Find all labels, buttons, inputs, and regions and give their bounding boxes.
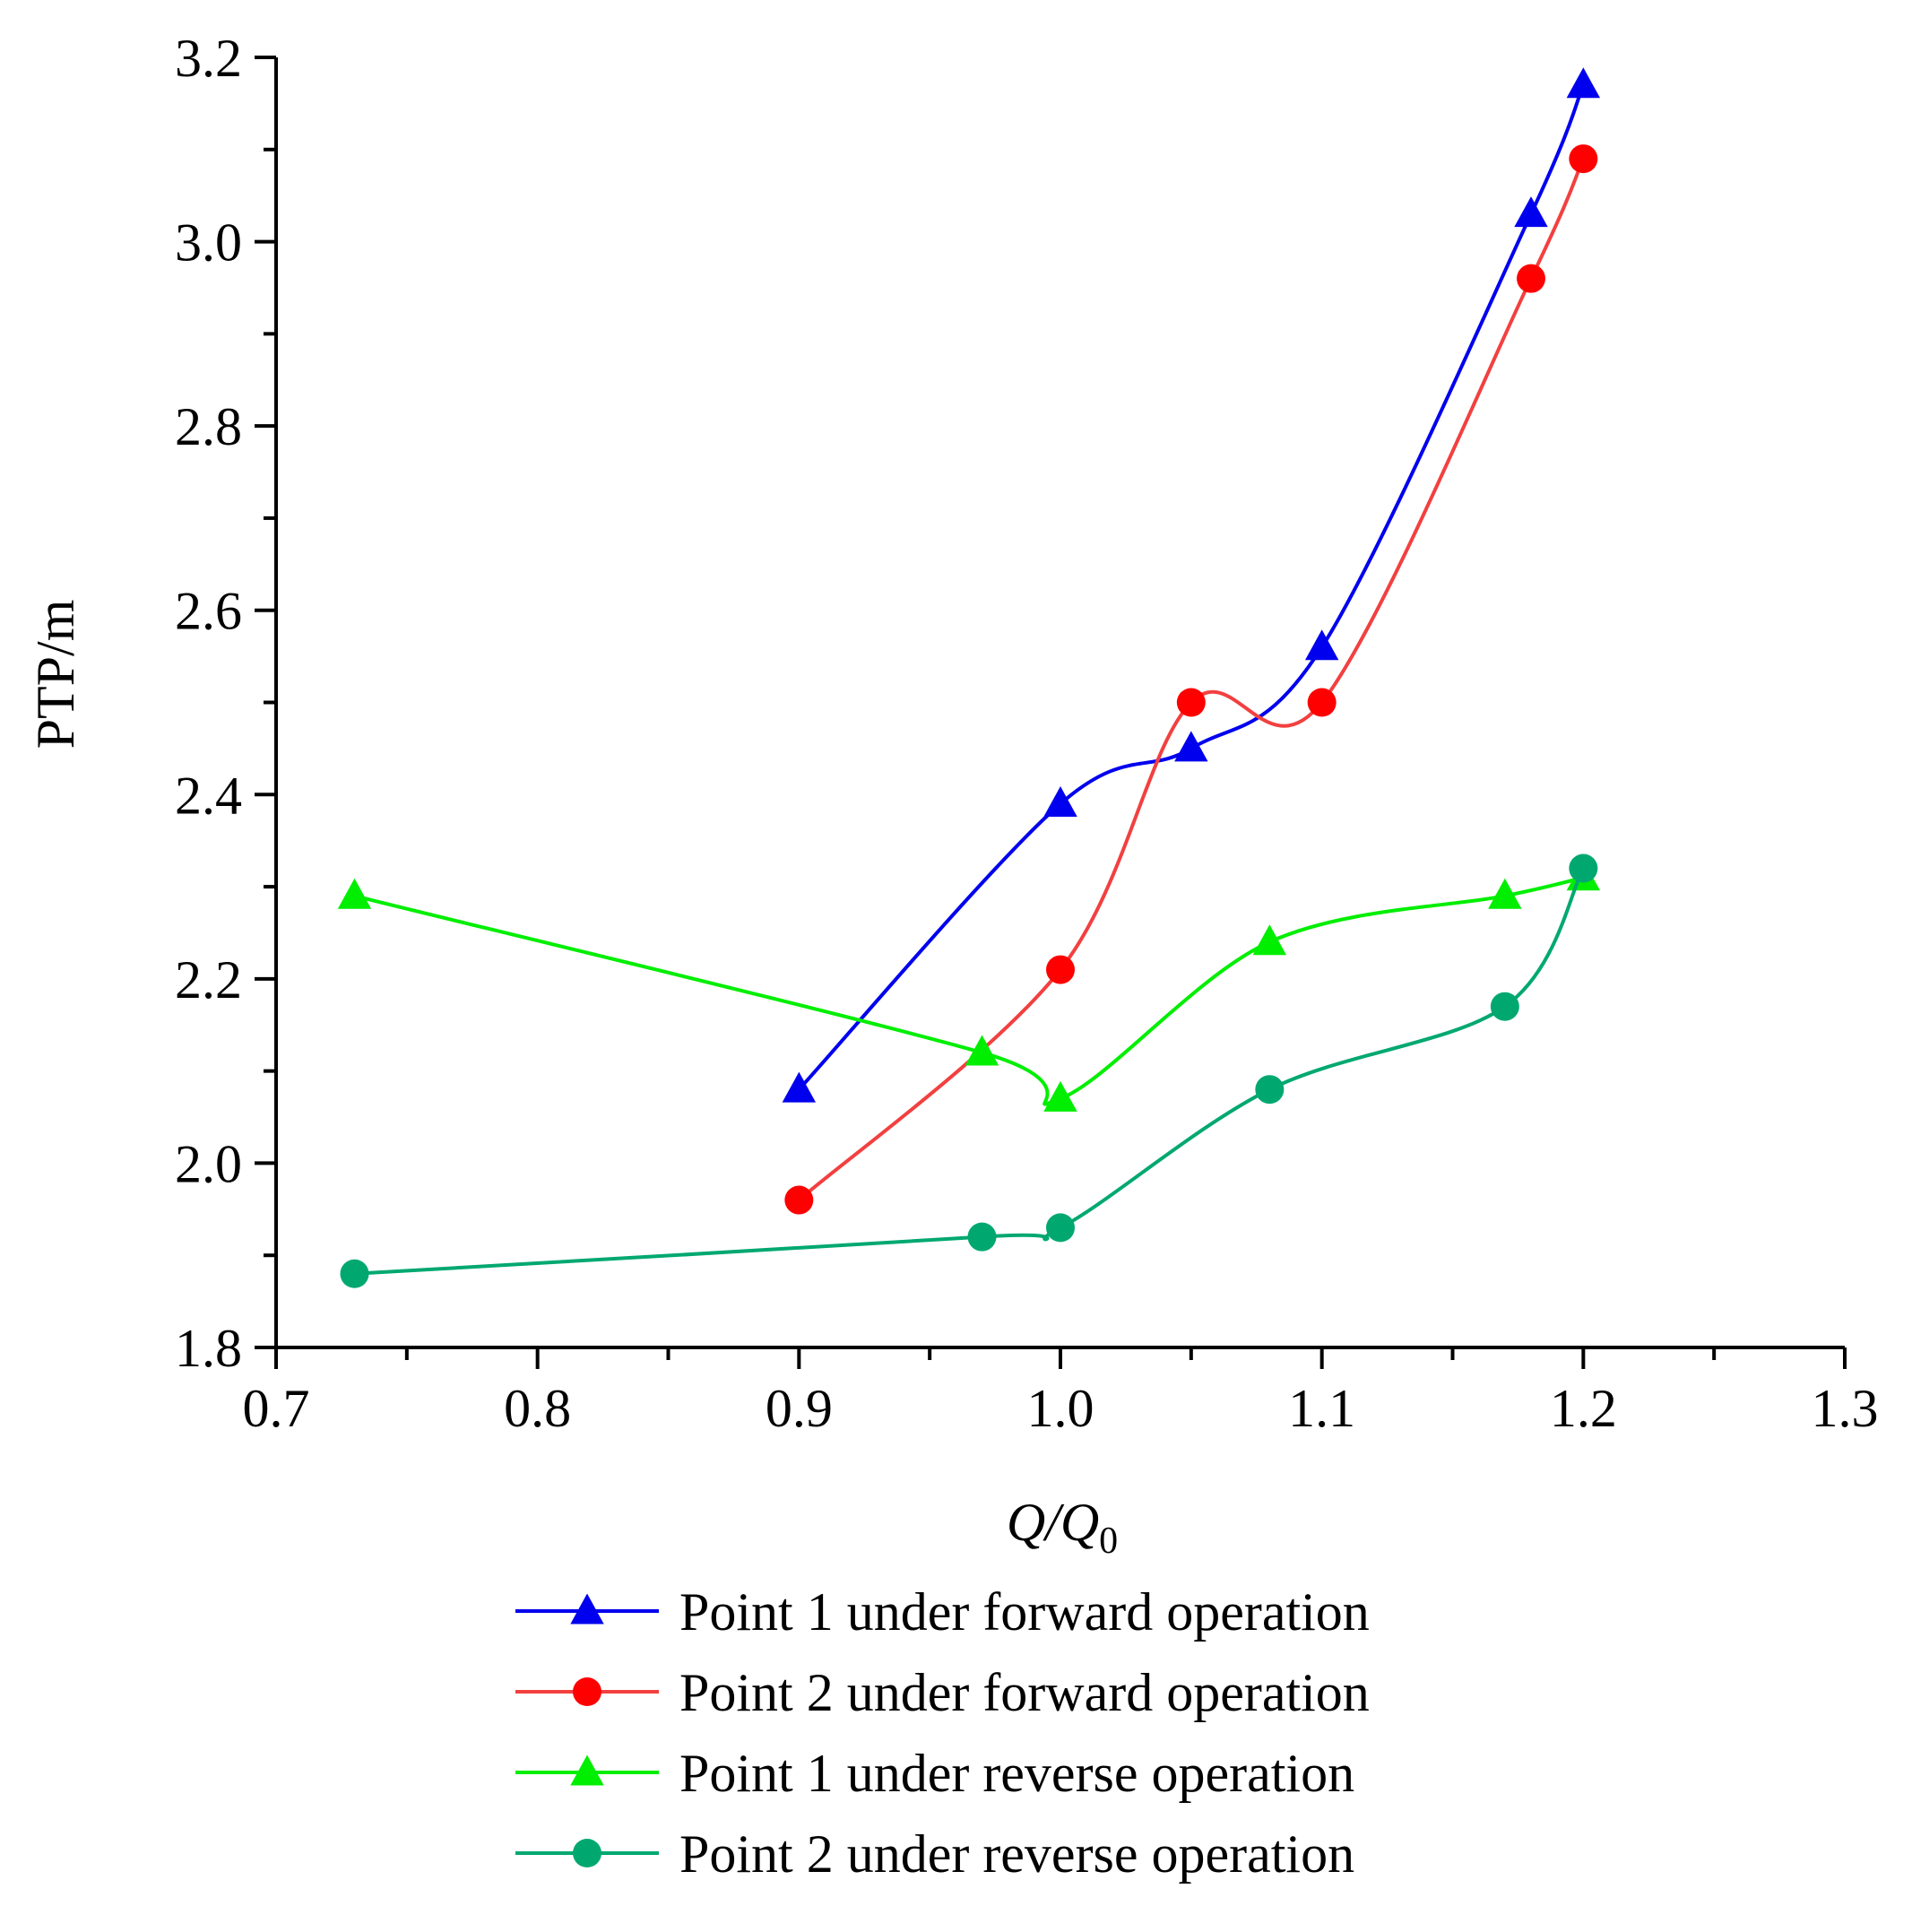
data-point xyxy=(1490,992,1519,1021)
x-axis-title: Q/Q0 xyxy=(1007,1493,1118,1562)
data-point xyxy=(1174,731,1208,762)
legend-marker xyxy=(573,1839,601,1867)
x-tick-label: 1.1 xyxy=(1288,1379,1355,1438)
series-4 xyxy=(340,853,1598,1288)
legend-marker xyxy=(570,1754,604,1786)
y-tick-label: 1.8 xyxy=(175,1319,242,1378)
series-2 xyxy=(784,144,1598,1215)
data-point xyxy=(784,1185,814,1215)
legend: Point 1 under forward operation Point 2 u… xyxy=(515,1582,1370,1884)
y-tick-label: 2.2 xyxy=(175,950,242,1009)
x-tick-label: 1.2 xyxy=(1550,1379,1617,1438)
data-point xyxy=(965,1035,999,1066)
legend-label: Point 2 under reverse operation xyxy=(679,1824,1354,1884)
data-point xyxy=(1514,196,1548,228)
data-point xyxy=(1046,1213,1075,1243)
y-tick-label: 3.2 xyxy=(175,29,242,88)
series-3 xyxy=(337,860,1601,1112)
legend-item: Point 2 under reverse operation xyxy=(515,1824,1354,1884)
data-point xyxy=(1304,629,1339,661)
data-point xyxy=(1569,853,1598,883)
series-line xyxy=(798,158,1586,1202)
data-point xyxy=(1517,264,1545,293)
data-point xyxy=(1176,688,1206,717)
y-tick-label: 2.0 xyxy=(175,1134,242,1193)
data-point xyxy=(337,878,372,909)
data-point xyxy=(1569,144,1598,174)
series-layer xyxy=(337,67,1601,1288)
data-point xyxy=(1307,688,1337,717)
x-tick-label: 0.9 xyxy=(766,1379,833,1438)
series-line xyxy=(797,84,1586,1091)
data-point xyxy=(340,1259,369,1288)
data-point xyxy=(1255,1075,1285,1105)
y-tick-label: 2.8 xyxy=(175,397,242,456)
x-tick-label: 0.8 xyxy=(504,1379,571,1438)
x-tick-label: 1.3 xyxy=(1812,1379,1879,1438)
data-point xyxy=(1566,67,1601,99)
data-point xyxy=(1488,878,1522,909)
legend-label: Point 2 under forward operation xyxy=(679,1663,1370,1722)
x-tick-label: 0.7 xyxy=(243,1379,310,1438)
y-tick-label: 3.0 xyxy=(175,213,242,273)
data-point xyxy=(782,1071,817,1103)
series-1 xyxy=(782,67,1601,1103)
y-tick-label: 2.4 xyxy=(175,766,242,825)
data-point xyxy=(1046,955,1075,984)
data-point xyxy=(1043,1080,1077,1112)
x-tick-label: 1.0 xyxy=(1027,1379,1094,1438)
legend-item: Point 1 under reverse operation xyxy=(515,1744,1354,1803)
series-line xyxy=(354,875,1584,1106)
plot-axes: 0.7 0.8 0.9 1.0 1.1 1.2 1.3 1.8 2.0 2.2 2.4 2.6 2.8 3… xyxy=(175,29,1879,1438)
y-axis-title: PTP/m xyxy=(26,600,85,749)
legend-marker xyxy=(570,1593,604,1624)
data-point xyxy=(1252,924,1287,956)
data-point xyxy=(1043,786,1077,818)
series-line xyxy=(354,867,1586,1276)
legend-item: Point 1 under forward operation xyxy=(515,1582,1370,1642)
x-axis-title-main: Q/Q xyxy=(1007,1493,1099,1552)
legend-item: Point 2 under forward operation xyxy=(515,1663,1370,1722)
legend-label: Point 1 under forward operation xyxy=(679,1582,1370,1642)
legend-label: Point 1 under reverse operation xyxy=(679,1744,1354,1803)
legend-marker xyxy=(573,1677,601,1706)
y-tick-label: 2.6 xyxy=(175,582,242,641)
x-axis-title-subscript: 0 xyxy=(1099,1520,1118,1562)
data-point xyxy=(967,1222,997,1252)
